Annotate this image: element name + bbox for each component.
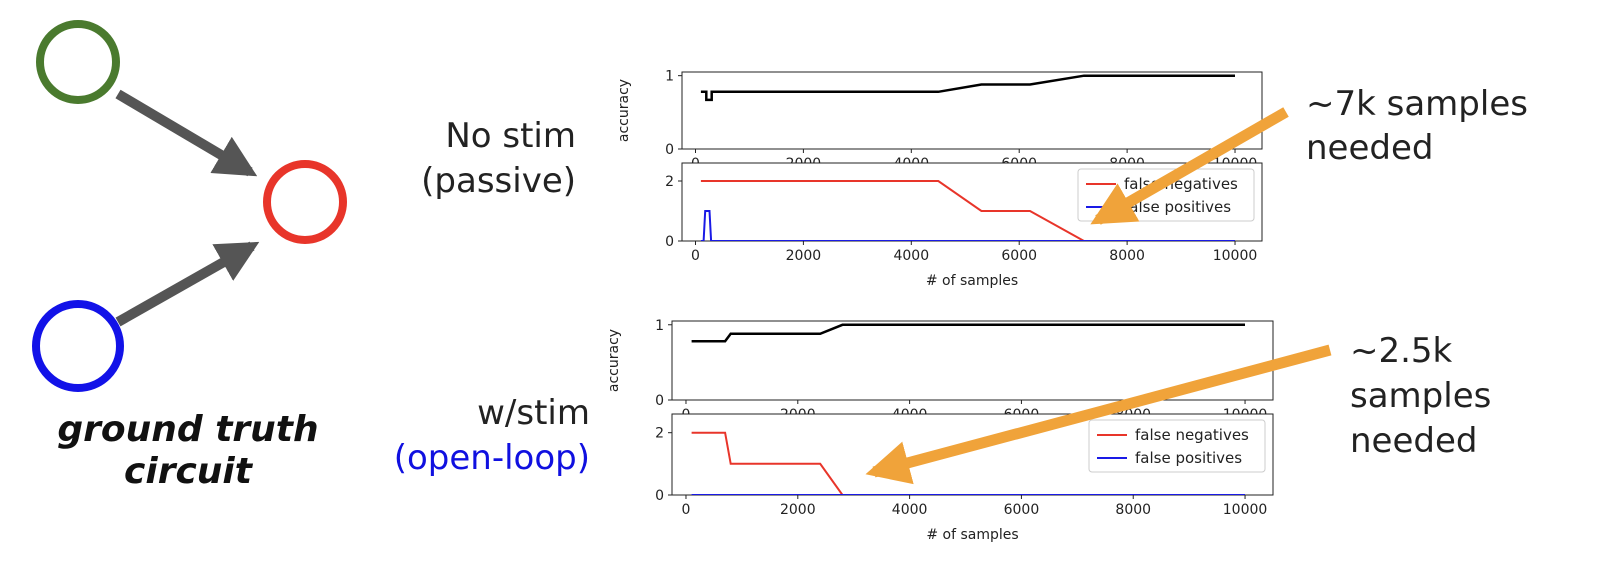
y-axis-label: accuracy (616, 79, 632, 142)
chart-3: 0 2 0 2000 4000 6000 8000 10000 # of samples fals… (655, 413, 1274, 543)
legend-label: false positives (1124, 198, 1231, 216)
series-group (691, 323, 1245, 343)
x-tick-label: 2000 (780, 502, 816, 518)
y-tick-label: 0 (655, 488, 664, 504)
charts: 0 1 0 2000 4000 6000 8000 10000 accuracy 0 2 0 2000 4… (606, 69, 1274, 543)
plot-frame (681, 71, 1263, 150)
x-tick-label: 10000 (1223, 502, 1268, 518)
x-tick-label: 4000 (892, 502, 928, 518)
annotation-arrow-passive (1090, 107, 1289, 225)
accuracy-line (691, 323, 1245, 343)
annotation-passive-line1: ~7k samples (1306, 84, 1528, 124)
annotation-stim-line3: needed (1350, 421, 1477, 461)
x-tick-label: 6000 (1001, 248, 1037, 264)
legend-label: false negatives (1135, 426, 1249, 444)
edge-top-to-middle (115, 89, 258, 177)
legend: false negatives false positives (1088, 419, 1266, 473)
x-axis-label: # of samples (926, 527, 1018, 543)
y-tick-label: 2 (655, 426, 664, 442)
edge-bottom-to-middle (115, 241, 260, 327)
x-tick-label: 2000 (786, 248, 822, 264)
node-top (36, 20, 120, 104)
annotation-stim-line2: samples (1350, 376, 1491, 416)
row-label-passive-line2: (passive) (421, 161, 576, 201)
annotation-stim-line1: ~2.5k (1350, 331, 1453, 371)
chart-0: 010200040006000800010000accuracy (616, 69, 1263, 172)
series-group (700, 74, 1235, 102)
false-negatives-line (700, 180, 1235, 241)
x-tick-label: 0 (691, 248, 700, 264)
x-tick-label: 4000 (893, 248, 929, 264)
accuracy-line (700, 74, 1235, 102)
x-axis-label: # of samples (926, 273, 1018, 289)
annotation-arrow-stim (865, 344, 1332, 485)
node-middle (263, 160, 347, 244)
y-tick-label: 0 (665, 142, 674, 158)
x-tick-label: 6000 (1004, 502, 1040, 518)
false-positives-line (700, 210, 1235, 241)
circuit-caption-line2: circuit (124, 451, 254, 492)
chart-2: 010200040006000800010000accuracy (606, 318, 1274, 423)
x-tick-label: 8000 (1109, 248, 1145, 264)
legend-label: false positives (1135, 449, 1242, 467)
y-tick-label: 2 (665, 174, 674, 190)
row-label-stim-line1: w/stim (477, 393, 590, 433)
series-group (691, 431, 1245, 495)
false-negatives-line (691, 431, 1245, 495)
y-axis-label: accuracy (606, 329, 622, 392)
y-tick-label: 0 (665, 234, 674, 250)
legend-box (1088, 419, 1266, 473)
y-tick-label: 1 (655, 318, 664, 334)
node-bottom (32, 300, 124, 392)
row-label-stim-line2: (open-loop) (394, 438, 590, 478)
y-tick-label: 1 (665, 69, 674, 85)
row-label-passive-line1: No stim (445, 116, 576, 156)
x-tick-label: 0 (682, 502, 691, 518)
x-tick-label: 8000 (1115, 502, 1151, 518)
series-group (700, 180, 1235, 241)
chart-1: 0 2 0 2000 4000 6000 8000 10000 # of samples fals… (665, 162, 1263, 289)
annotation-passive-line2: needed (1306, 128, 1433, 168)
circuit-caption-line1: ground truth (57, 409, 318, 450)
y-tick-label: 0 (655, 393, 664, 409)
circuit-diagram: ground truth circuit (32, 20, 347, 492)
x-tick-label: 10000 (1213, 248, 1258, 264)
